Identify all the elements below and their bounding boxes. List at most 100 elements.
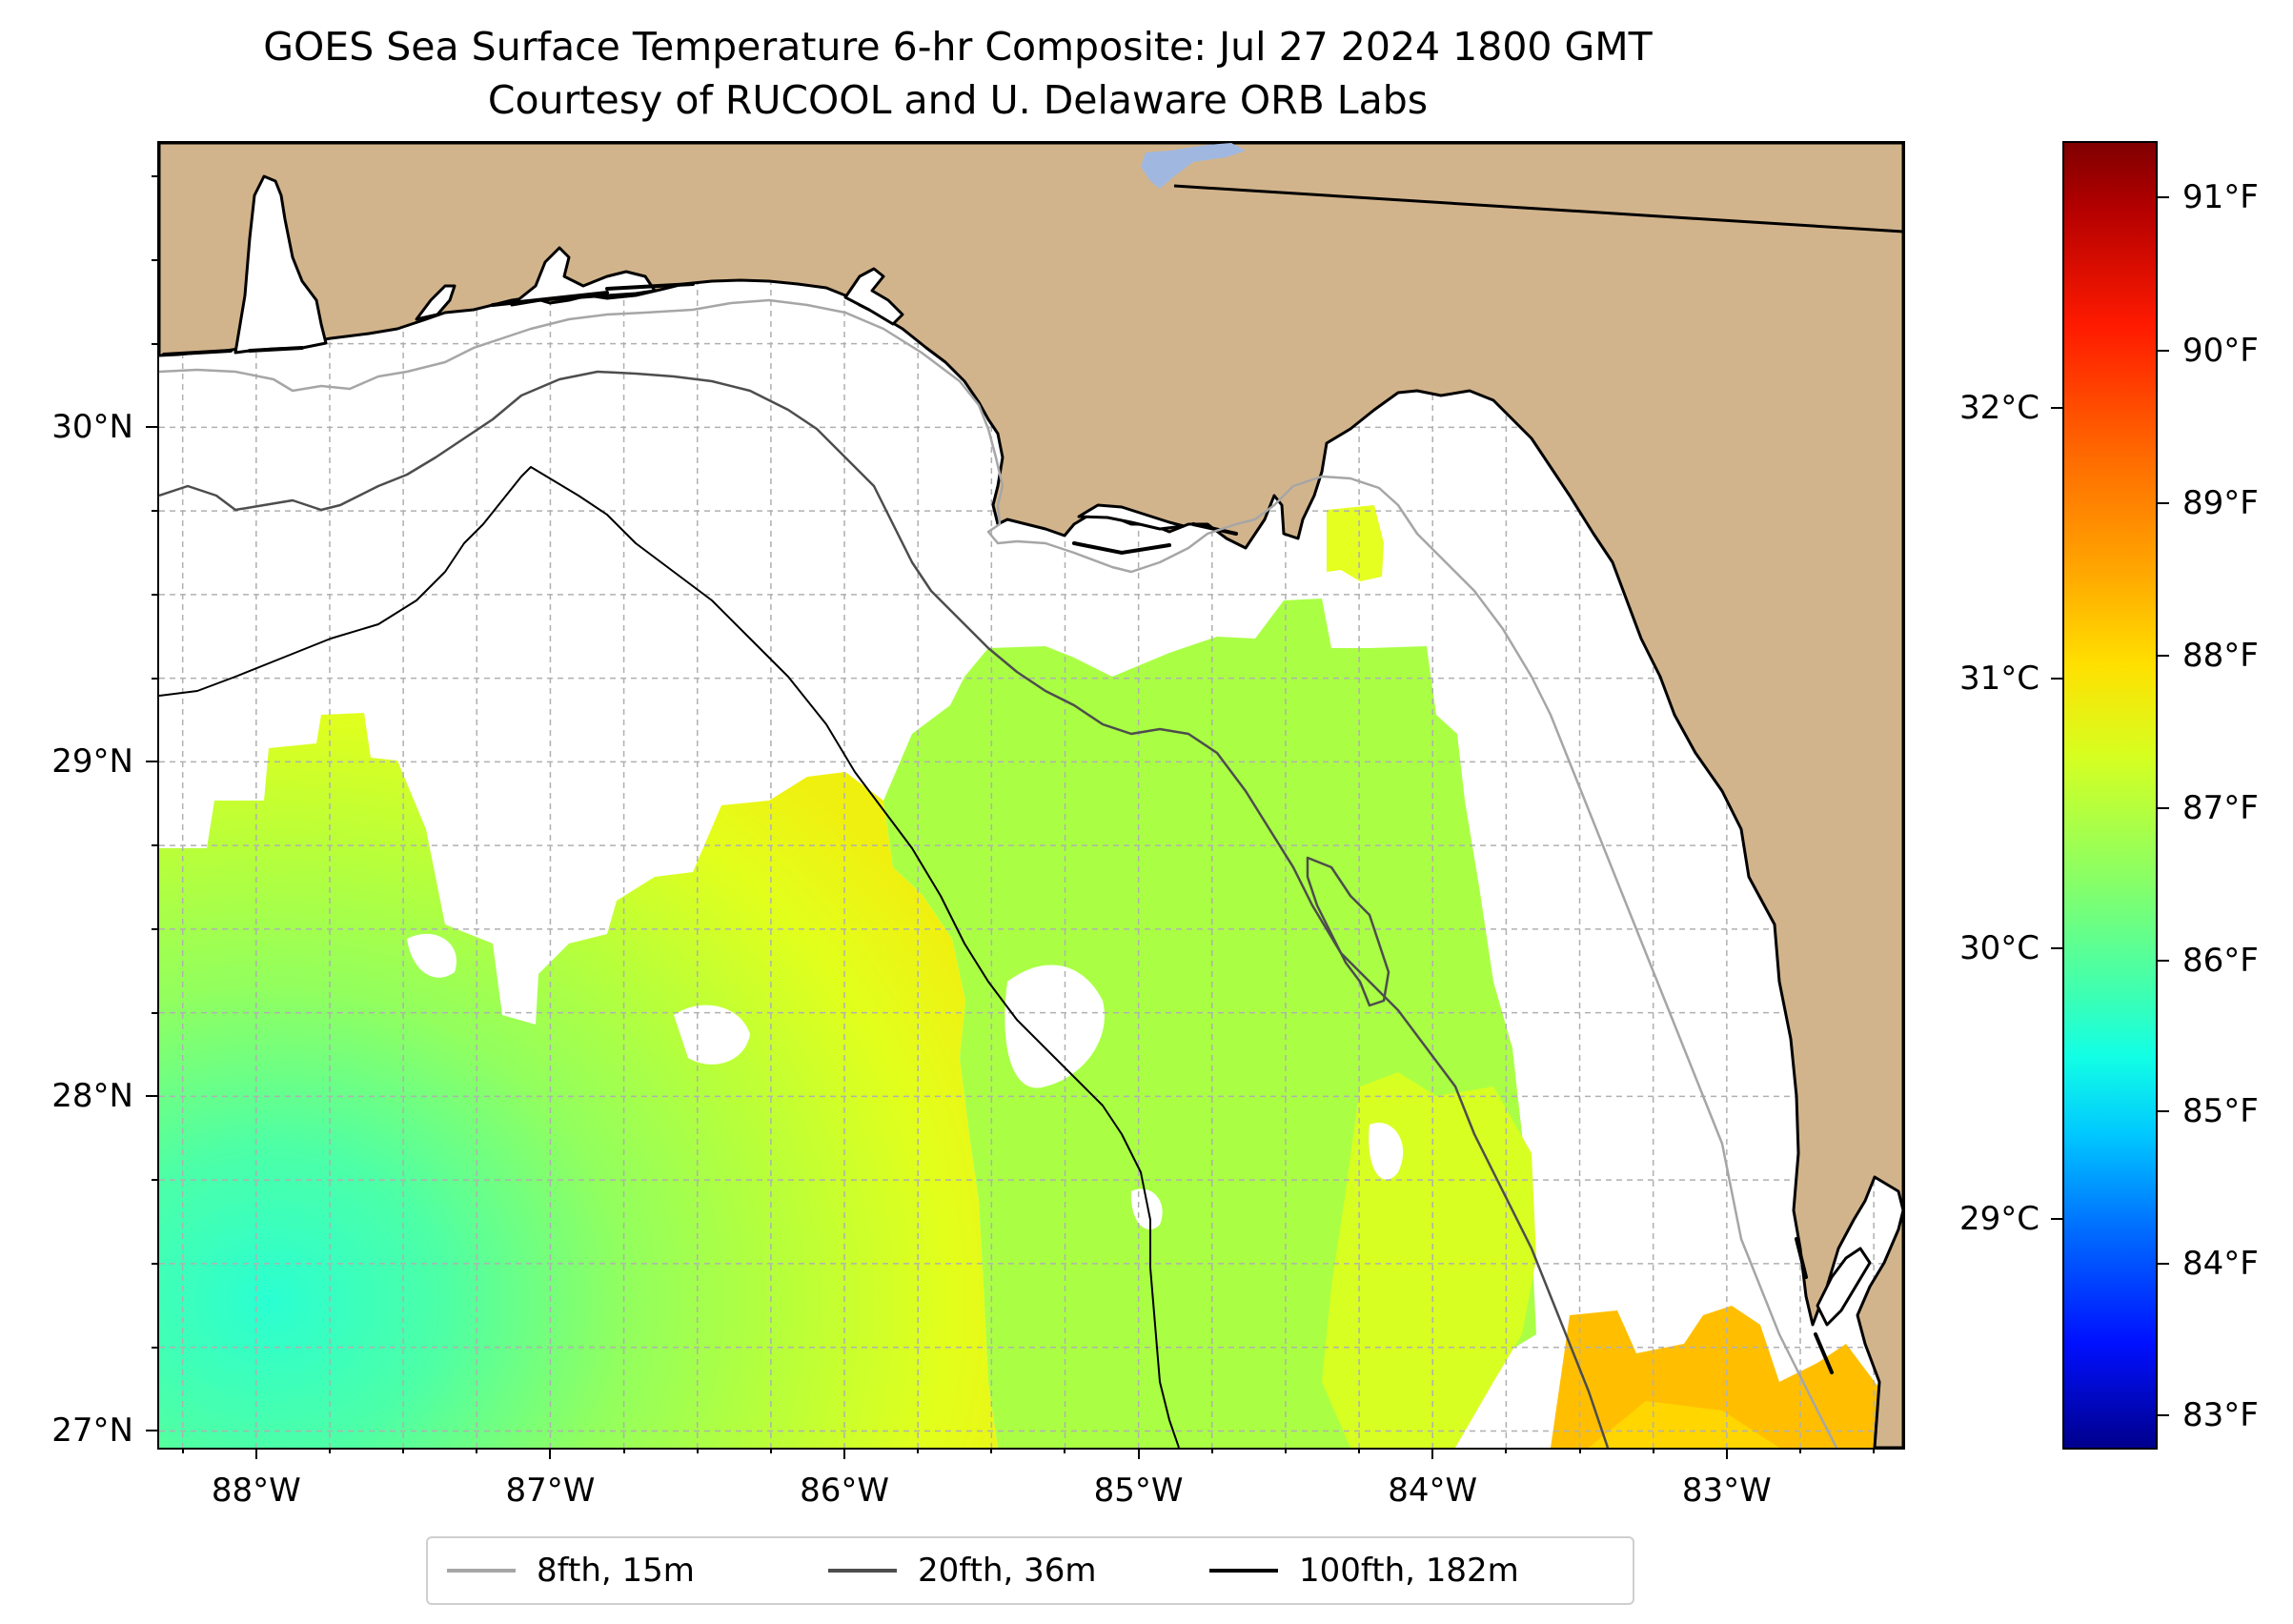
- minor-tick-y: [152, 1179, 157, 1182]
- lat-tick-label: 30°N: [51, 408, 133, 447]
- legend-label: 100fth, 182m: [1299, 1552, 1519, 1590]
- major-tick-y: [146, 1430, 157, 1432]
- map-subtitle: Courtesy of RUCOOL and U. Delaware ORB L…: [487, 77, 1429, 123]
- minor-tick-x: [328, 1448, 331, 1453]
- colorbar-f-tick: [2158, 807, 2169, 809]
- st-andrew-bay: [843, 267, 904, 326]
- lake: [1141, 143, 1246, 189]
- legend-line-swatch: [1209, 1569, 1278, 1573]
- colorbar-f-label: 90°F: [2182, 332, 2259, 370]
- minor-tick-y: [152, 175, 157, 178]
- major-tick-x: [254, 1448, 257, 1459]
- sst-map: [159, 143, 1903, 1448]
- colorbar-f-label: 89°F: [2182, 484, 2259, 522]
- sst-northeast-patch: [1327, 505, 1384, 581]
- isobath-20fth: [159, 370, 1610, 1448]
- colorbar-f-tick: [2158, 196, 2169, 198]
- minor-tick-x: [696, 1448, 699, 1453]
- legend-line-swatch: [447, 1569, 516, 1573]
- minor-tick-x: [1284, 1448, 1287, 1453]
- minor-tick-x: [1358, 1448, 1361, 1453]
- lon-tick-label: 85°W: [1093, 1472, 1184, 1510]
- legend-item: 20fth, 36m: [828, 1538, 1097, 1603]
- minor-tick-y: [152, 510, 157, 513]
- minor-tick-y: [152, 677, 157, 680]
- major-tick-x: [843, 1448, 846, 1459]
- legend-label: 8fth, 15m: [537, 1552, 695, 1590]
- map-title: GOES Sea Surface Temperature 6-hr Compos…: [263, 24, 1653, 70]
- choctawhatchee-bay: [510, 246, 657, 307]
- minor-tick-x: [1578, 1448, 1581, 1453]
- colorbar-f-label: 85°F: [2182, 1092, 2259, 1130]
- isobath-legend: 8fth, 15m 20fth, 36m 100fth, 182m: [426, 1536, 1634, 1605]
- cloud-gaps: [407, 933, 1404, 1230]
- legend-label: 20fth, 36m: [918, 1552, 1097, 1590]
- colorbar-c-label: 30°C: [1958, 929, 2039, 967]
- colorbar-c-label: 29°C: [1958, 1200, 2039, 1238]
- lon-tick-label: 88°W: [211, 1472, 301, 1510]
- apalachicola-bay: [1077, 503, 1186, 531]
- minor-tick-y: [152, 593, 157, 596]
- colorbar-c-label: 32°C: [1958, 389, 2039, 427]
- colorbar-f-label: 84°F: [2182, 1245, 2259, 1283]
- minor-tick-x: [1210, 1448, 1213, 1453]
- isobath-8fth: [159, 298, 1838, 1448]
- minor-tick-x: [1064, 1448, 1066, 1453]
- colorbar-f-tick: [2158, 1414, 2169, 1416]
- minor-tick-y: [152, 1346, 157, 1349]
- pensacola-bay: [415, 284, 457, 321]
- tampa-bay: [1816, 1247, 1872, 1327]
- minor-tick-x: [1798, 1448, 1801, 1453]
- lon-tick-label: 87°W: [505, 1472, 596, 1510]
- minor-tick-y: [152, 927, 157, 930]
- minor-tick-x: [402, 1448, 405, 1453]
- colorbar-f-tick: [2158, 960, 2169, 962]
- minor-tick-y: [152, 844, 157, 847]
- lat-tick-label: 29°N: [51, 742, 133, 782]
- minor-tick-y: [152, 342, 157, 345]
- minor-tick-y: [152, 258, 157, 261]
- minor-tick-x: [181, 1448, 184, 1453]
- colorbar-f-tick: [2158, 502, 2169, 504]
- colorbar-f-label: 83°F: [2182, 1396, 2259, 1434]
- isobath-100fth: [159, 466, 1180, 1448]
- colorbar-f-tick: [2158, 1110, 2169, 1112]
- legend-line-swatch: [828, 1569, 897, 1573]
- temperature-colorbar: [2062, 141, 2158, 1450]
- map-frame[interactable]: [157, 141, 1905, 1450]
- major-tick-y: [146, 761, 157, 763]
- state-border: [1173, 184, 1903, 233]
- lat-tick-label: 28°N: [51, 1077, 133, 1116]
- colorbar-c-tick: [2051, 1218, 2062, 1220]
- coastal-islands: [162, 282, 1834, 1374]
- minor-tick-x: [1505, 1448, 1508, 1453]
- legend-item: 100fth, 182m: [1209, 1538, 1519, 1603]
- minor-tick-x: [917, 1448, 920, 1453]
- bays-layer: [233, 174, 1872, 1327]
- minor-tick-x: [622, 1448, 625, 1453]
- lon-tick-label: 83°W: [1681, 1472, 1772, 1510]
- major-tick-y: [146, 426, 157, 429]
- major-tick-x: [549, 1448, 552, 1459]
- lat-tick-label: 27°N: [51, 1411, 133, 1451]
- colorbar-f-label: 91°F: [2182, 178, 2259, 216]
- colorbar-c-tick: [2051, 678, 2062, 680]
- minor-tick-x: [769, 1448, 772, 1453]
- colorbar-f-tick: [2158, 1263, 2169, 1265]
- minor-tick-y: [152, 1011, 157, 1014]
- minor-tick-x: [1873, 1448, 1876, 1453]
- lon-tick-label: 84°W: [1388, 1472, 1478, 1510]
- lon-tick-label: 86°W: [800, 1472, 889, 1510]
- colorbar-c-tick: [2051, 947, 2062, 949]
- minor-tick-x: [990, 1448, 993, 1453]
- sst-west-region: [159, 713, 998, 1448]
- colorbar-f-label: 87°F: [2182, 789, 2259, 827]
- colorbar-f-label: 88°F: [2182, 637, 2259, 675]
- colorbar-c-label: 31°C: [1958, 660, 2039, 698]
- colorbar-f-tick: [2158, 655, 2169, 657]
- major-tick-x: [1137, 1448, 1140, 1459]
- minor-tick-x: [1652, 1448, 1654, 1453]
- colorbar-f-label: 86°F: [2182, 942, 2259, 980]
- minor-tick-x: [476, 1448, 478, 1453]
- minor-tick-y: [152, 1262, 157, 1265]
